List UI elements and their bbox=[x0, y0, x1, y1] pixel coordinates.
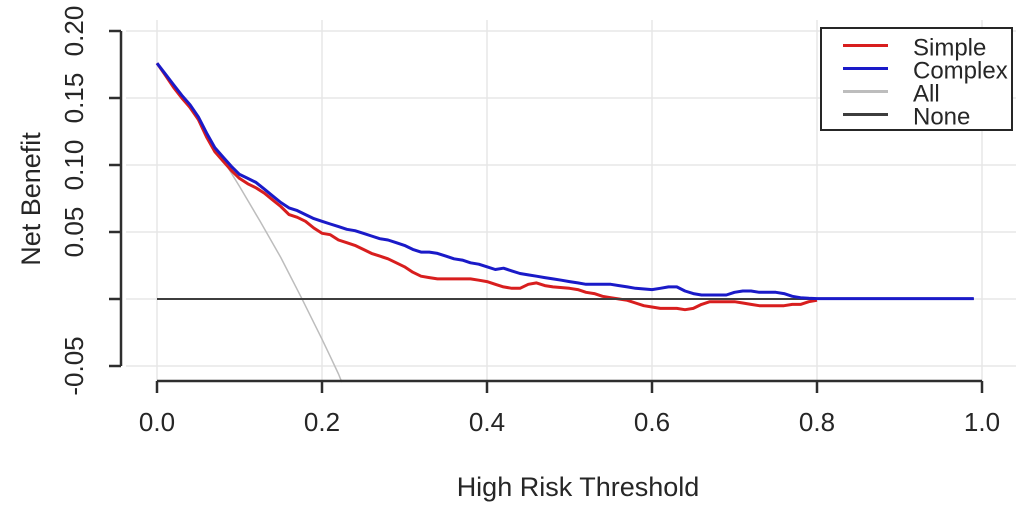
x-tick-label: 0.8 bbox=[799, 407, 835, 437]
x-tick-label: 0.4 bbox=[469, 407, 505, 437]
legend-line-swatch-simple bbox=[843, 44, 888, 48]
legend-label-simple: Simple bbox=[913, 34, 987, 62]
y-tick-label: -0.05 bbox=[59, 336, 89, 395]
series-simple-line bbox=[155, 62, 818, 312]
y-tick-label: 0.15 bbox=[59, 73, 89, 124]
x-axis-title: High Risk Threshold bbox=[456, 472, 700, 502]
legend-label-all: All bbox=[913, 80, 940, 108]
legend-line-swatch-all bbox=[843, 90, 888, 94]
x-tick-label: 0.6 bbox=[634, 407, 670, 437]
y-tick-label: 0.05 bbox=[59, 207, 89, 258]
series-all-line bbox=[156, 62, 343, 383]
legend-label-none: None bbox=[913, 103, 971, 131]
legend-item-simple: Simple bbox=[822, 34, 1011, 62]
legend-item-all: All bbox=[822, 80, 1011, 108]
y-tick-label: 0.20 bbox=[59, 6, 89, 57]
x-tick-label: 0.2 bbox=[304, 407, 340, 437]
legend-line-swatch-none bbox=[843, 113, 888, 117]
legend-line-swatch-complex bbox=[843, 67, 888, 71]
legend-label-complex: Complex bbox=[913, 57, 1008, 85]
y-tick-label: 0.10 bbox=[59, 140, 89, 191]
legend: Simple Complex All None bbox=[820, 27, 1013, 131]
x-tick-label: 0.0 bbox=[139, 407, 175, 437]
legend-item-none: None bbox=[822, 103, 1011, 131]
series-complex-line bbox=[155, 62, 974, 301]
x-tick-label: 1.0 bbox=[964, 407, 1000, 437]
legend-item-complex: Complex bbox=[822, 57, 1011, 85]
y-axis-title: Net Benefit bbox=[16, 132, 46, 266]
